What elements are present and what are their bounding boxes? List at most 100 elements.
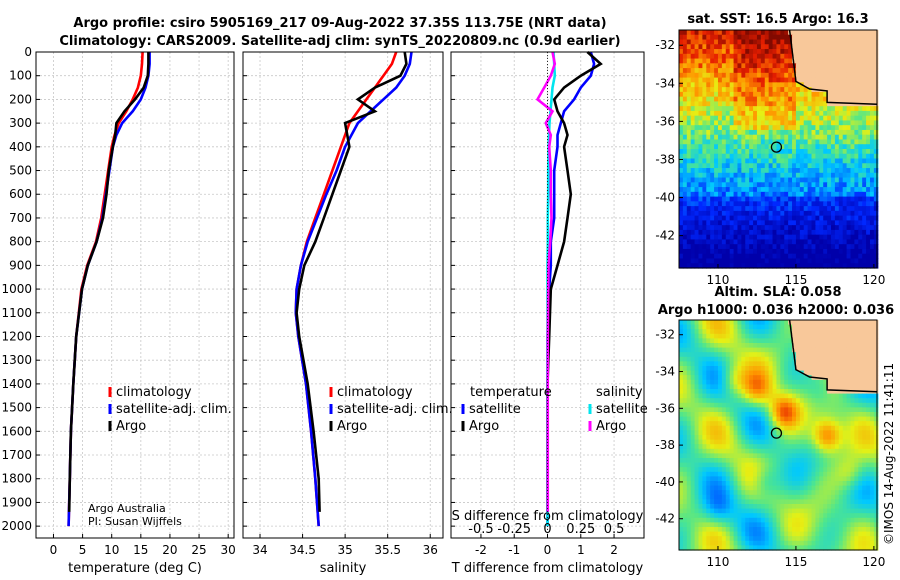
map-cell	[690, 191, 696, 198]
map-cell	[698, 63, 703, 69]
map-cell	[737, 398, 742, 404]
map-cell	[725, 153, 731, 160]
map-cell	[679, 125, 684, 131]
map-cell	[850, 206, 855, 212]
map-cell	[792, 375, 797, 381]
map-cell	[682, 225, 688, 231]
map-cell	[854, 134, 859, 141]
map-cell	[725, 444, 731, 450]
map-cell	[679, 225, 684, 231]
map-cell	[706, 490, 711, 496]
land-cell	[831, 96, 836, 102]
map-cell	[784, 499, 789, 505]
map-cell	[792, 196, 797, 202]
map-cell	[811, 101, 817, 107]
map-cell	[807, 435, 813, 441]
land-cell	[846, 39, 852, 45]
map-cell	[745, 68, 750, 74]
map-cell	[690, 361, 696, 367]
map-cell	[698, 333, 703, 339]
map-cell	[788, 471, 793, 477]
map-cell	[686, 366, 692, 372]
map-cell	[737, 139, 742, 145]
map-cell	[799, 144, 805, 150]
map-cell	[749, 101, 754, 107]
map-cell	[682, 467, 688, 473]
map-cell	[725, 215, 731, 221]
map-cell	[780, 471, 785, 477]
map-cell	[776, 343, 781, 349]
map-cell	[737, 206, 742, 212]
map-cell	[862, 210, 867, 217]
map-cell	[733, 448, 739, 454]
map-cell	[729, 139, 735, 145]
map-cell	[710, 110, 715, 117]
map-cell	[827, 416, 832, 422]
land-cell	[838, 34, 844, 41]
map-cell	[733, 158, 739, 164]
map-cell	[764, 187, 770, 193]
land-cell	[799, 72, 805, 79]
map-cell	[710, 333, 715, 339]
map-cell	[706, 425, 711, 431]
map-cell	[749, 63, 754, 69]
map-cell	[725, 398, 731, 404]
map-cell	[737, 402, 742, 408]
map-cell	[780, 58, 785, 64]
map-cell	[842, 125, 848, 131]
map-cell	[862, 453, 867, 459]
map-cell	[799, 129, 805, 136]
map-cell	[725, 430, 731, 436]
map-cell	[741, 476, 746, 482]
land-cell	[862, 366, 867, 372]
map-cell	[679, 63, 684, 69]
map-cell	[686, 149, 692, 155]
land-cell	[803, 324, 809, 330]
map-cell	[753, 412, 758, 418]
map-cell	[854, 471, 859, 477]
map-cell	[792, 471, 797, 477]
map-cell	[756, 182, 762, 188]
map-cell	[710, 352, 715, 358]
map-cell	[706, 444, 711, 450]
map-cell	[721, 196, 727, 202]
map-cell	[725, 234, 731, 241]
land-cell	[850, 49, 855, 55]
land-cell	[834, 384, 840, 390]
land-cell	[869, 384, 875, 390]
land-cell	[815, 343, 820, 349]
map-cell	[682, 402, 688, 408]
map-cell	[698, 101, 703, 107]
map-cell	[799, 253, 805, 260]
map-cell	[714, 234, 719, 241]
map-cell	[807, 462, 813, 468]
map-cell	[690, 149, 696, 155]
map-cell	[753, 206, 758, 212]
map-cell	[733, 379, 739, 385]
land-cell	[792, 49, 797, 55]
map-cell	[850, 106, 855, 112]
map-cell	[749, 375, 754, 381]
map-cell	[811, 244, 817, 250]
map-cell	[850, 485, 855, 491]
map-cell	[710, 129, 715, 136]
legend-label: Argo	[116, 419, 146, 434]
map-cell	[788, 96, 793, 102]
land-cell	[811, 39, 817, 45]
map-cell	[792, 201, 797, 207]
map-cell	[842, 196, 848, 202]
map-cell	[807, 407, 813, 413]
land-cell	[873, 347, 879, 353]
map-cell	[869, 134, 875, 141]
map-cell	[721, 49, 727, 55]
map-cell	[721, 494, 727, 500]
land-cell	[823, 44, 828, 50]
map-cell	[795, 471, 801, 477]
top-tick-label: -0.25	[497, 522, 531, 537]
map-cell	[725, 177, 731, 183]
map-cell	[866, 458, 871, 464]
map-cell	[819, 389, 824, 395]
map-cell	[690, 44, 696, 50]
map-cell	[866, 481, 871, 487]
map-cell	[729, 402, 735, 408]
